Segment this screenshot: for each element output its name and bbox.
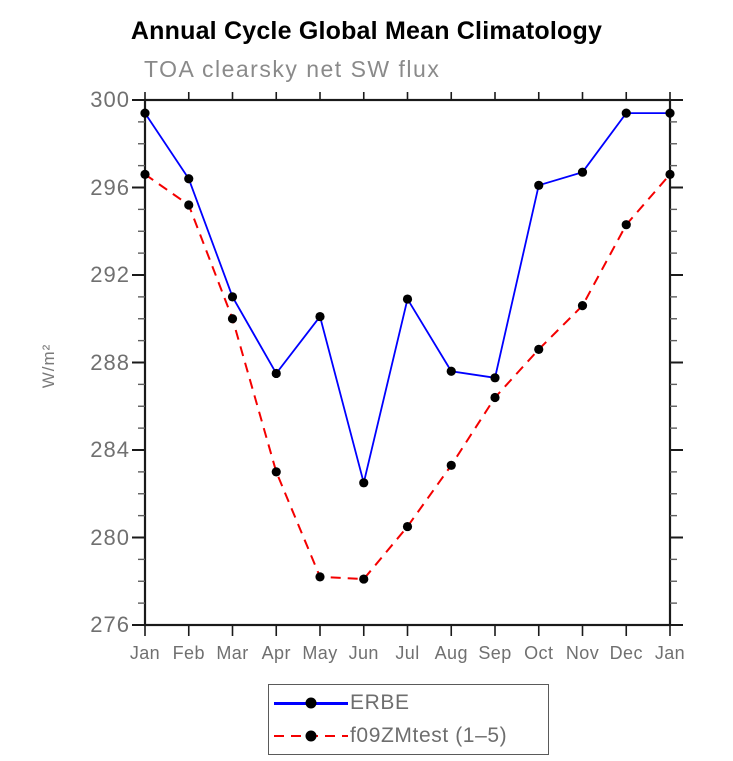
data-point-marker	[402, 294, 413, 304]
data-point-marker	[271, 467, 281, 477]
legend-sample-f09zmtest	[274, 729, 348, 743]
data-point-marker	[665, 169, 675, 179]
chart-subtitle: TOA clearsky net SW flux	[144, 56, 441, 82]
data-point-marker	[534, 180, 544, 190]
data-point-marker	[315, 311, 325, 322]
data-point-marker	[621, 220, 631, 230]
data-point-marker	[446, 460, 456, 470]
data-point-marker	[534, 344, 544, 354]
data-point-marker	[184, 174, 194, 184]
data-point-marker	[402, 521, 413, 532]
data-point-marker	[227, 314, 238, 324]
series-line-1	[144, 173, 671, 581]
data-point-marker	[271, 368, 281, 379]
chart-title: Annual Cycle Global Mean Climatology	[130, 17, 603, 45]
plot-frame	[143, 98, 672, 627]
data-point-marker	[446, 366, 456, 376]
data-point-marker	[184, 200, 194, 210]
data-point-marker	[665, 108, 675, 118]
data-point-marker	[577, 167, 588, 177]
data-point-marker	[227, 292, 238, 302]
legend-sample-erbe	[274, 696, 348, 710]
data-point-marker	[490, 392, 500, 403]
legend-label-f09zmtest: f09ZMtest (1–5)	[350, 723, 508, 747]
legend-box: ERBE f09ZMtest (1–5)	[268, 684, 549, 755]
data-point-marker	[359, 478, 369, 488]
legend-label-erbe: ERBE	[350, 691, 410, 715]
legend-item-erbe: ERBE	[274, 689, 548, 717]
data-point-marker	[140, 169, 150, 179]
erbe-marker-dot	[305, 697, 317, 709]
data-point-marker	[490, 373, 500, 383]
f09zmtest-marker-dot	[305, 730, 317, 742]
data-point-marker	[315, 572, 325, 582]
data-point-marker	[359, 574, 369, 584]
data-point-marker	[577, 301, 588, 311]
data-point-marker	[140, 108, 150, 118]
data-point-marker	[621, 108, 631, 118]
legend-item-f09zmtest: f09ZMtest (1–5)	[274, 722, 548, 750]
